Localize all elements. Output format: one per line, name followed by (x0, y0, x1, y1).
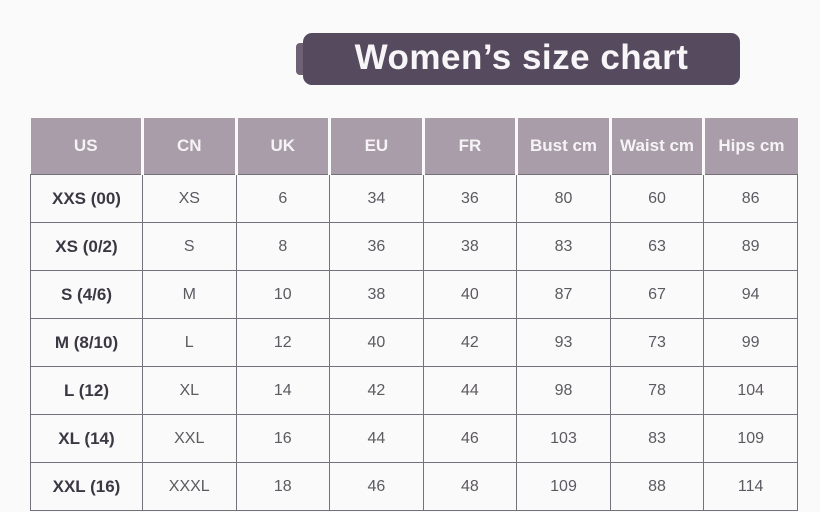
table-row: S (4/6) M 10 38 40 87 67 94 (30, 270, 798, 319)
size-value-cell: XS (141, 174, 237, 223)
size-value-cell: 44 (422, 366, 518, 415)
size-value-cell: 42 (422, 318, 518, 367)
size-value-cell: 40 (422, 270, 518, 319)
size-value-cell: 46 (422, 414, 518, 463)
size-value-cell: 10 (235, 270, 331, 319)
size-label-cell: L (12) (30, 366, 143, 415)
size-value-cell: M (141, 270, 237, 319)
size-value-cell: 109 (516, 462, 611, 511)
size-value-cell: 80 (516, 174, 611, 223)
column-header-us: US (30, 118, 144, 175)
size-chart-table: US CN UK EU FR Bust cm Waist cm Hips cm XXS (00… (30, 118, 798, 511)
size-value-cell: 67 (609, 270, 705, 319)
size-value-cell: 109 (703, 414, 798, 463)
size-value-cell: 12 (235, 318, 331, 367)
size-value-cell: 38 (329, 270, 424, 319)
size-value-cell: XXXL (141, 462, 237, 511)
size-label-cell: S (4/6) (30, 270, 143, 319)
size-label-cell: XL (14) (30, 414, 143, 463)
size-label-cell: XS (0/2) (30, 222, 143, 271)
size-value-cell: 60 (609, 174, 705, 223)
banner-background: Women’s size chart (303, 33, 740, 85)
size-value-cell: 86 (703, 174, 798, 223)
table-row: M (8/10) L 12 40 42 93 73 99 (30, 318, 798, 367)
size-value-cell: 44 (329, 414, 424, 463)
size-value-cell: 104 (703, 366, 798, 415)
size-value-cell: 87 (516, 270, 611, 319)
size-value-cell: 8 (235, 222, 331, 271)
size-value-cell: 36 (329, 222, 424, 271)
column-header-bust-cm: Bust cm (516, 118, 612, 175)
size-value-cell: 36 (422, 174, 518, 223)
column-header-cn: CN (142, 118, 238, 175)
size-value-cell: 38 (422, 222, 518, 271)
size-value-cell: 93 (516, 318, 611, 367)
table-body: XXS (00) XS 6 34 36 80 60 86 XS (0/2) S 8 36 38 83 63 8… (30, 174, 798, 511)
size-label-cell: XXL (16) (30, 462, 143, 511)
size-value-cell: 73 (609, 318, 705, 367)
size-label-cell: M (8/10) (30, 318, 143, 367)
size-value-cell: 34 (329, 174, 424, 223)
size-value-cell: 16 (235, 414, 331, 463)
table-row: XXL (16) XXXL 18 46 48 109 88 114 (30, 462, 798, 511)
column-header-waist-cm: Waist cm (610, 118, 706, 175)
size-value-cell: XXL (141, 414, 237, 463)
column-header-hips-cm: Hips cm (703, 118, 798, 175)
size-value-cell: 94 (703, 270, 798, 319)
size-value-cell: 14 (235, 366, 331, 415)
header-row: US CN UK EU FR Bust cm Waist cm Hips cm (30, 118, 798, 175)
table-row: L (12) XL 14 42 44 98 78 104 (30, 366, 798, 415)
column-header-uk: UK (236, 118, 332, 175)
size-value-cell: 83 (609, 414, 705, 463)
page-title: Women’s size chart (354, 38, 689, 77)
table-row: XXS (00) XS 6 34 36 80 60 86 (30, 174, 798, 223)
size-value-cell: S (141, 222, 237, 271)
size-value-cell: 99 (703, 318, 798, 367)
size-value-cell: 103 (516, 414, 611, 463)
size-value-cell: L (141, 318, 237, 367)
size-value-cell: 6 (235, 174, 331, 223)
column-header-fr: FR (423, 118, 519, 175)
table-row: XS (0/2) S 8 36 38 83 63 89 (30, 222, 798, 271)
size-value-cell: 98 (516, 366, 611, 415)
size-label-cell: XXS (00) (30, 174, 143, 223)
size-value-cell: 40 (329, 318, 424, 367)
size-value-cell: 88 (609, 462, 705, 511)
size-value-cell: 48 (422, 462, 518, 511)
column-header-eu: EU (329, 118, 425, 175)
table-header: US CN UK EU FR Bust cm Waist cm Hips cm (30, 118, 798, 175)
size-value-cell: 114 (703, 462, 798, 511)
size-value-cell: 63 (609, 222, 705, 271)
size-value-cell: 89 (703, 222, 798, 271)
table-row: XL (14) XXL 16 44 46 103 83 109 (30, 414, 798, 463)
size-value-cell: 83 (516, 222, 611, 271)
size-value-cell: 42 (329, 366, 424, 415)
size-value-cell: XL (141, 366, 237, 415)
size-value-cell: 18 (235, 462, 331, 511)
size-value-cell: 46 (329, 462, 424, 511)
size-value-cell: 78 (609, 366, 705, 415)
